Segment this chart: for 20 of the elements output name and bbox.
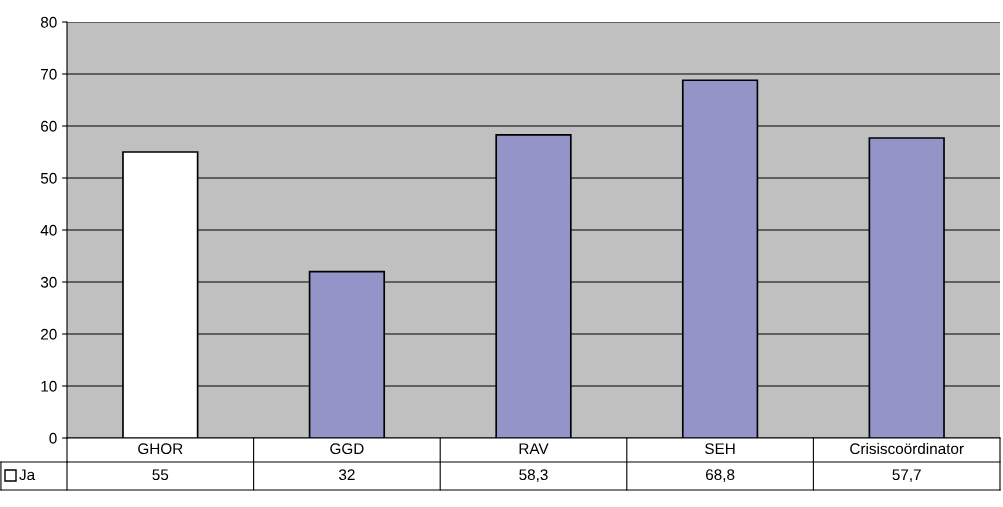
legend-label: Ja [19, 469, 36, 481]
x-tick-label: RAV [519, 443, 549, 454]
y-tick-label: 80 [40, 16, 57, 28]
data-label: 57,7 [892, 469, 921, 482]
y-tick-label: 70 [41, 68, 57, 80]
y-tick-label: 30 [40, 276, 57, 288]
x-tick-label: GHOR [138, 443, 183, 455]
y-tick-label: 20 [41, 328, 57, 340]
y-tick-label: 60 [41, 120, 57, 132]
x-tick-label: Crisiscoördinator [850, 442, 964, 455]
y-tick-label: 50 [40, 172, 57, 184]
y-tick-label: 40 [40, 224, 57, 236]
data-label: 32 [338, 469, 355, 481]
x-tick-label: GGD [330, 443, 364, 455]
data-label: 68,8 [706, 469, 735, 482]
x-tick-label: SEH [705, 443, 735, 455]
y-tick-label: 0 [49, 432, 57, 444]
y-tick-label: 10 [41, 380, 57, 392]
data-label: 58,3 [519, 469, 548, 482]
data-label: 55 [152, 469, 169, 481]
